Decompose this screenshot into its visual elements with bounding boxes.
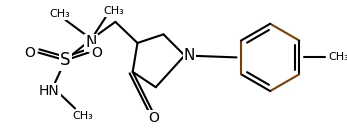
Text: CH₃: CH₃ — [49, 9, 70, 19]
Text: O: O — [92, 46, 103, 60]
Text: N: N — [86, 36, 97, 50]
Text: O: O — [24, 46, 35, 60]
Text: N: N — [184, 48, 195, 63]
Text: CH₃: CH₃ — [328, 52, 347, 62]
Text: CH₃: CH₃ — [103, 6, 124, 16]
Text: O: O — [149, 111, 159, 125]
Text: S: S — [60, 51, 71, 69]
Text: CH₃: CH₃ — [72, 111, 93, 121]
Text: HN: HN — [39, 84, 59, 98]
